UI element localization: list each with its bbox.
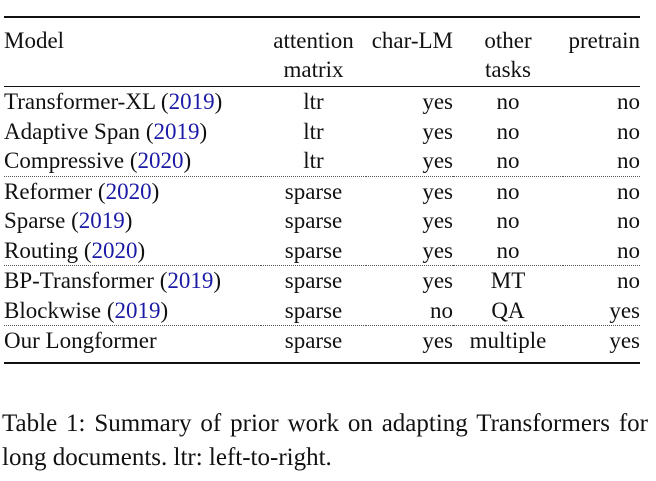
- table-row: Transformer-XL (2019) ltr yes no no: [4, 86, 640, 117]
- cell-char-lm: yes: [422, 148, 453, 173]
- cell-model: Sparse (2019): [4, 208, 133, 233]
- cell-model: Routing (2020): [4, 237, 146, 263]
- cell-attention: sparse: [261, 325, 366, 363]
- prior-work-table: Model attention matrix char-LM other tasks…: [4, 16, 640, 364]
- cell-attention: sparse: [261, 175, 366, 206]
- table-row: Routing (2020) sparse yes no no: [4, 236, 640, 266]
- table-row: Sparse (2019) sparse yes no no: [4, 206, 640, 236]
- prior-work-table-container: Model attention matrix char-LM other tasks…: [4, 16, 640, 364]
- cell-pretrain: no: [617, 237, 640, 263]
- cell-model: Our Longformer: [4, 325, 261, 363]
- citation-link[interactable]: 2019: [114, 297, 161, 323]
- header-pretrain: pretrain: [568, 28, 640, 53]
- table-row: Reformer (2020) sparse yes no no: [4, 175, 640, 206]
- cell-pretrain: yes: [609, 297, 640, 323]
- cell-other-tasks: no: [496, 148, 520, 173]
- cell-pretrain: no: [563, 175, 640, 206]
- cell-char-lm: yes: [422, 237, 453, 263]
- cell-other-tasks: no: [496, 208, 520, 233]
- cell-model: Transformer-XL (2019): [4, 89, 223, 114]
- header-model: Model: [4, 28, 65, 53]
- cell-char-lm: yes: [366, 325, 453, 363]
- table-row: Blockwise (2019) sparse no QA yes: [4, 296, 640, 326]
- cell-pretrain: no: [563, 265, 640, 296]
- cell-char-lm: yes: [422, 89, 453, 114]
- cell-char-lm: yes: [366, 175, 453, 206]
- cell-char-lm: yes: [366, 265, 453, 296]
- table-row: BP-Transformer (2019) sparse yes MT no: [4, 265, 640, 296]
- cell-pretrain: no: [617, 208, 640, 233]
- citation-link[interactable]: 2020: [105, 178, 152, 204]
- cell-model: Blockwise (2019): [4, 297, 169, 323]
- cell-model: Adaptive Span (2019): [4, 118, 208, 144]
- header-attention-matrix: attention matrix: [273, 28, 354, 82]
- cell-other-tasks: no: [496, 89, 520, 114]
- table-row: Compressive (2020) ltr yes no no: [4, 146, 640, 176]
- cell-attention: sparse: [284, 237, 343, 263]
- cell-pretrain: no: [617, 148, 640, 173]
- cell-other-tasks: no: [496, 237, 520, 263]
- citation-link[interactable]: 2019: [78, 208, 125, 233]
- cell-other-tasks: no: [496, 118, 520, 144]
- cell-pretrain: yes: [563, 325, 640, 363]
- cell-model: BP-Transformer (2019): [4, 265, 261, 296]
- cell-other-tasks: no: [453, 175, 563, 206]
- citation-link[interactable]: 2019: [167, 268, 214, 293]
- cell-other-tasks: QA: [491, 297, 525, 323]
- cell-char-lm: yes: [422, 208, 453, 233]
- cell-model: Reformer (2020): [4, 175, 261, 206]
- cell-model: Compressive (2020): [4, 148, 192, 173]
- cell-attention: sparse: [284, 208, 343, 233]
- table-caption: Table 1: Summary of prior work on adapti…: [2, 410, 648, 471]
- cell-pretrain: no: [617, 89, 640, 114]
- cell-char-lm: no: [430, 297, 453, 323]
- citation-link[interactable]: 2020: [91, 237, 138, 263]
- citation-link[interactable]: 2019: [153, 118, 200, 144]
- table-row-longformer: Our Longformer sparse yes multiple yes: [4, 325, 640, 363]
- cell-pretrain: no: [617, 118, 640, 144]
- citation-link[interactable]: 2019: [168, 89, 215, 114]
- cell-char-lm: yes: [422, 118, 453, 144]
- cell-other-tasks: MT: [453, 265, 563, 296]
- header-char-lm: char-LM: [371, 28, 453, 53]
- table-row: Adaptive Span (2019) ltr yes no no: [4, 117, 640, 147]
- table-header-row: Model attention matrix char-LM other tasks…: [4, 17, 640, 87]
- cell-attention: sparse: [261, 265, 366, 296]
- cell-attention: ltr: [303, 118, 324, 144]
- citation-link[interactable]: 2020: [137, 148, 184, 173]
- cell-other-tasks: multiple: [453, 325, 563, 363]
- cell-attention: sparse: [284, 297, 343, 323]
- cell-attention: ltr: [303, 89, 324, 114]
- header-other-tasks: other tasks: [484, 28, 532, 82]
- cell-attention: ltr: [303, 148, 324, 173]
